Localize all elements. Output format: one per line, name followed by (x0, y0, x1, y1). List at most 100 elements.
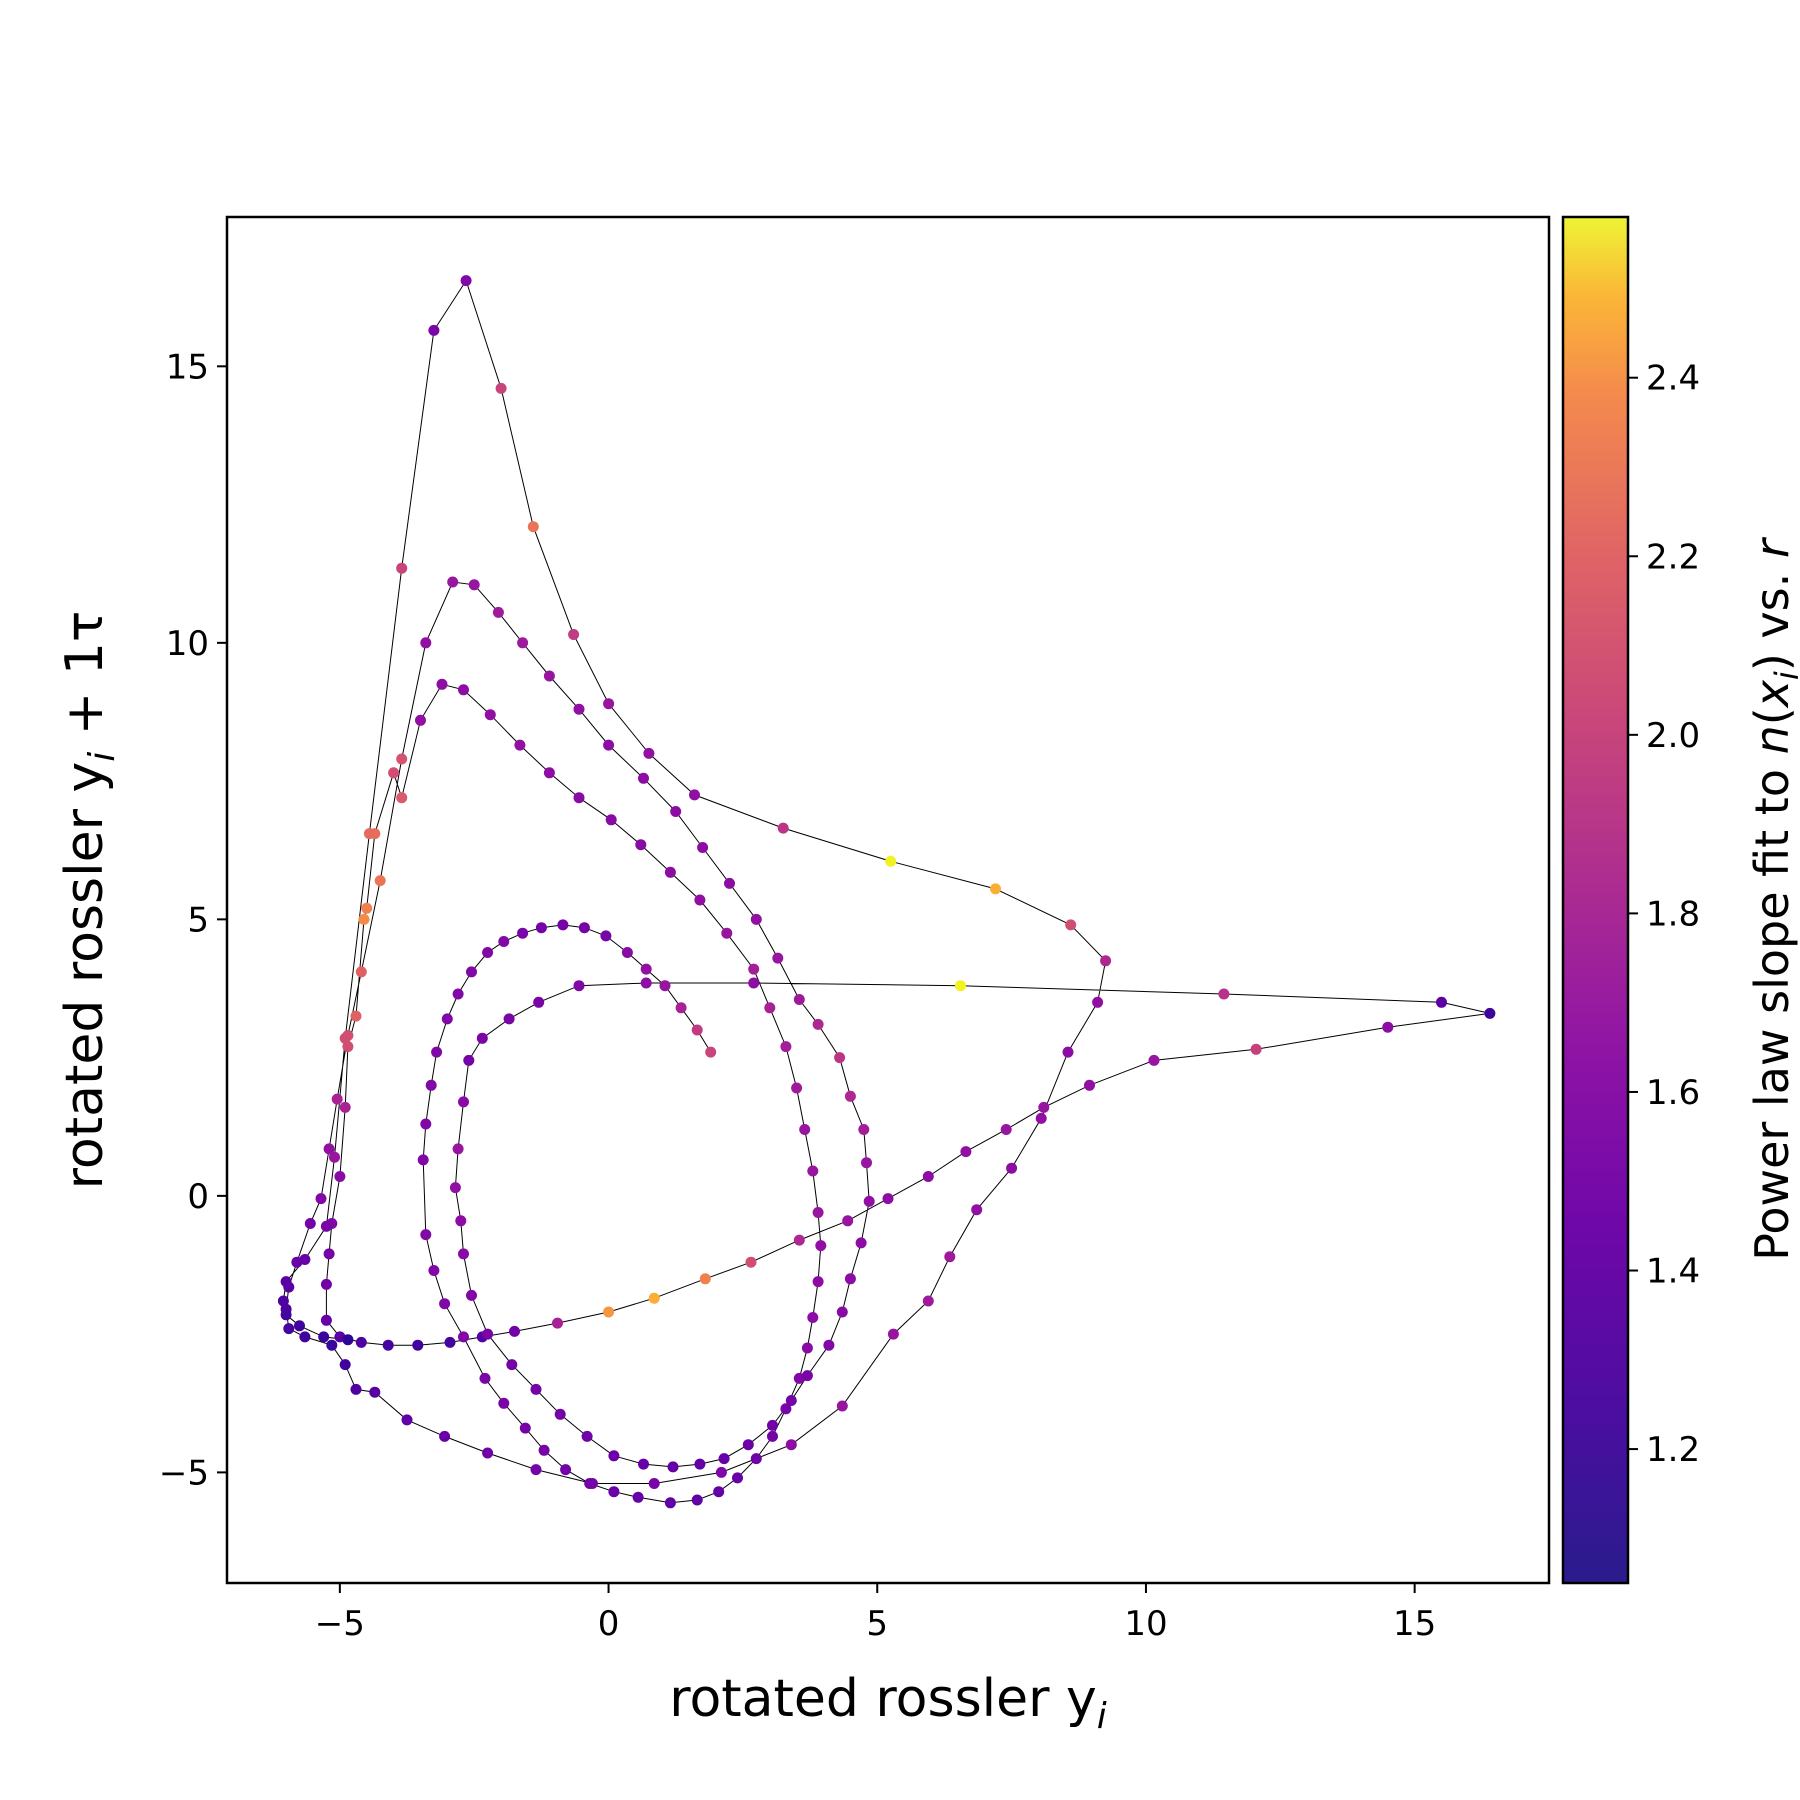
data-point (807, 1165, 819, 1177)
x-tick-label: 5 (866, 1604, 888, 1644)
data-point (320, 1278, 332, 1290)
data-point (543, 670, 555, 682)
data-point (568, 629, 580, 640)
data-point (1065, 919, 1077, 931)
data-point (444, 1336, 456, 1348)
data-point (955, 980, 966, 992)
y-tick-label: 15 (166, 347, 209, 387)
data-point (323, 1248, 335, 1260)
plot-frame (225, 215, 1551, 1585)
colorbar-tick-label: 1.4 (1646, 1252, 1700, 1292)
data-point (326, 1339, 338, 1351)
data-point (732, 1472, 743, 1484)
data-point (1382, 1021, 1394, 1033)
data-point (466, 966, 477, 978)
data-point (283, 1323, 295, 1335)
data-point (608, 1486, 620, 1498)
data-point (667, 1461, 679, 1473)
x-axis-ticks: −5 0 5 10 15 (315, 1583, 1436, 1644)
data-point (458, 1096, 469, 1108)
data-point (1484, 1007, 1496, 1019)
data-point (479, 1372, 491, 1384)
colorbar-label-p3: ) vs. (1745, 558, 1799, 671)
data-point (823, 1339, 835, 1351)
data-point (363, 828, 375, 840)
data-point (791, 1082, 803, 1094)
data-point (560, 1464, 572, 1476)
y-axis-ticks: −5 0 5 10 15 (159, 347, 227, 1493)
data-point (1148, 1054, 1160, 1066)
data-point (460, 275, 472, 287)
data-point (482, 947, 494, 958)
data-point (581, 1430, 593, 1442)
data-point (382, 1339, 394, 1351)
data-point (812, 1018, 824, 1030)
data-point (638, 772, 649, 784)
y-axis-label-sub: i (82, 752, 123, 762)
data-point (861, 1157, 872, 1169)
data-point (492, 606, 504, 618)
data-point (834, 1052, 846, 1064)
data-point (396, 753, 408, 765)
data-point (304, 1218, 316, 1229)
data-point (1250, 1043, 1262, 1055)
data-point (764, 1002, 776, 1014)
data-point (705, 1046, 717, 1058)
data-point (664, 1497, 676, 1509)
data-point (844, 1273, 856, 1285)
data-point (428, 324, 440, 336)
data-point (533, 996, 545, 1008)
data-point (458, 1248, 469, 1260)
data-point (699, 1273, 711, 1285)
data-point (863, 1195, 875, 1207)
data-point (543, 767, 555, 779)
data-point (694, 894, 706, 906)
data-point (603, 739, 615, 751)
data-point (750, 1453, 762, 1465)
data-point (807, 1312, 819, 1323)
data-point (503, 1013, 515, 1025)
data-point (355, 1336, 367, 1348)
data-point (990, 883, 1001, 895)
data-point (785, 1395, 797, 1406)
data-point (517, 637, 529, 649)
data-point (691, 1494, 703, 1506)
data-point (689, 789, 700, 801)
data-point (960, 1146, 972, 1158)
data-point (417, 1154, 429, 1166)
data-point (342, 1041, 354, 1053)
data-point (885, 855, 897, 867)
x-axis-label-main: rotated rossler y (669, 1669, 1097, 1729)
data-point (1000, 1124, 1012, 1135)
data-point (509, 1325, 520, 1337)
x-axis-label: rotated rossler yi (669, 1669, 1107, 1737)
data-point (447, 576, 459, 588)
data-point (573, 980, 585, 992)
data-point (573, 792, 585, 804)
y-axis-label: rotated rossler yi + 1τ (55, 611, 123, 1190)
x-tick-label: −5 (315, 1604, 365, 1644)
data-point (458, 1331, 469, 1343)
data-point (748, 977, 760, 989)
data-point (466, 1289, 477, 1301)
data-point (748, 963, 760, 975)
data-point (401, 1414, 413, 1426)
data-point (331, 1093, 343, 1105)
data-point (530, 1464, 542, 1476)
data-point (1006, 1162, 1018, 1174)
data-point (294, 1320, 305, 1332)
data-point (1218, 988, 1230, 1000)
data-point (785, 1439, 797, 1451)
data-point (750, 913, 762, 925)
data-point (812, 1207, 824, 1218)
data-point (1092, 996, 1104, 1008)
data-point (388, 767, 400, 779)
data-point (635, 839, 647, 851)
data-point (458, 684, 469, 696)
data-point (1084, 1079, 1095, 1091)
data-point (342, 1334, 354, 1346)
data-point (334, 1171, 346, 1182)
data-point (643, 747, 655, 759)
data-point (718, 1453, 730, 1465)
data-point (799, 1124, 811, 1135)
